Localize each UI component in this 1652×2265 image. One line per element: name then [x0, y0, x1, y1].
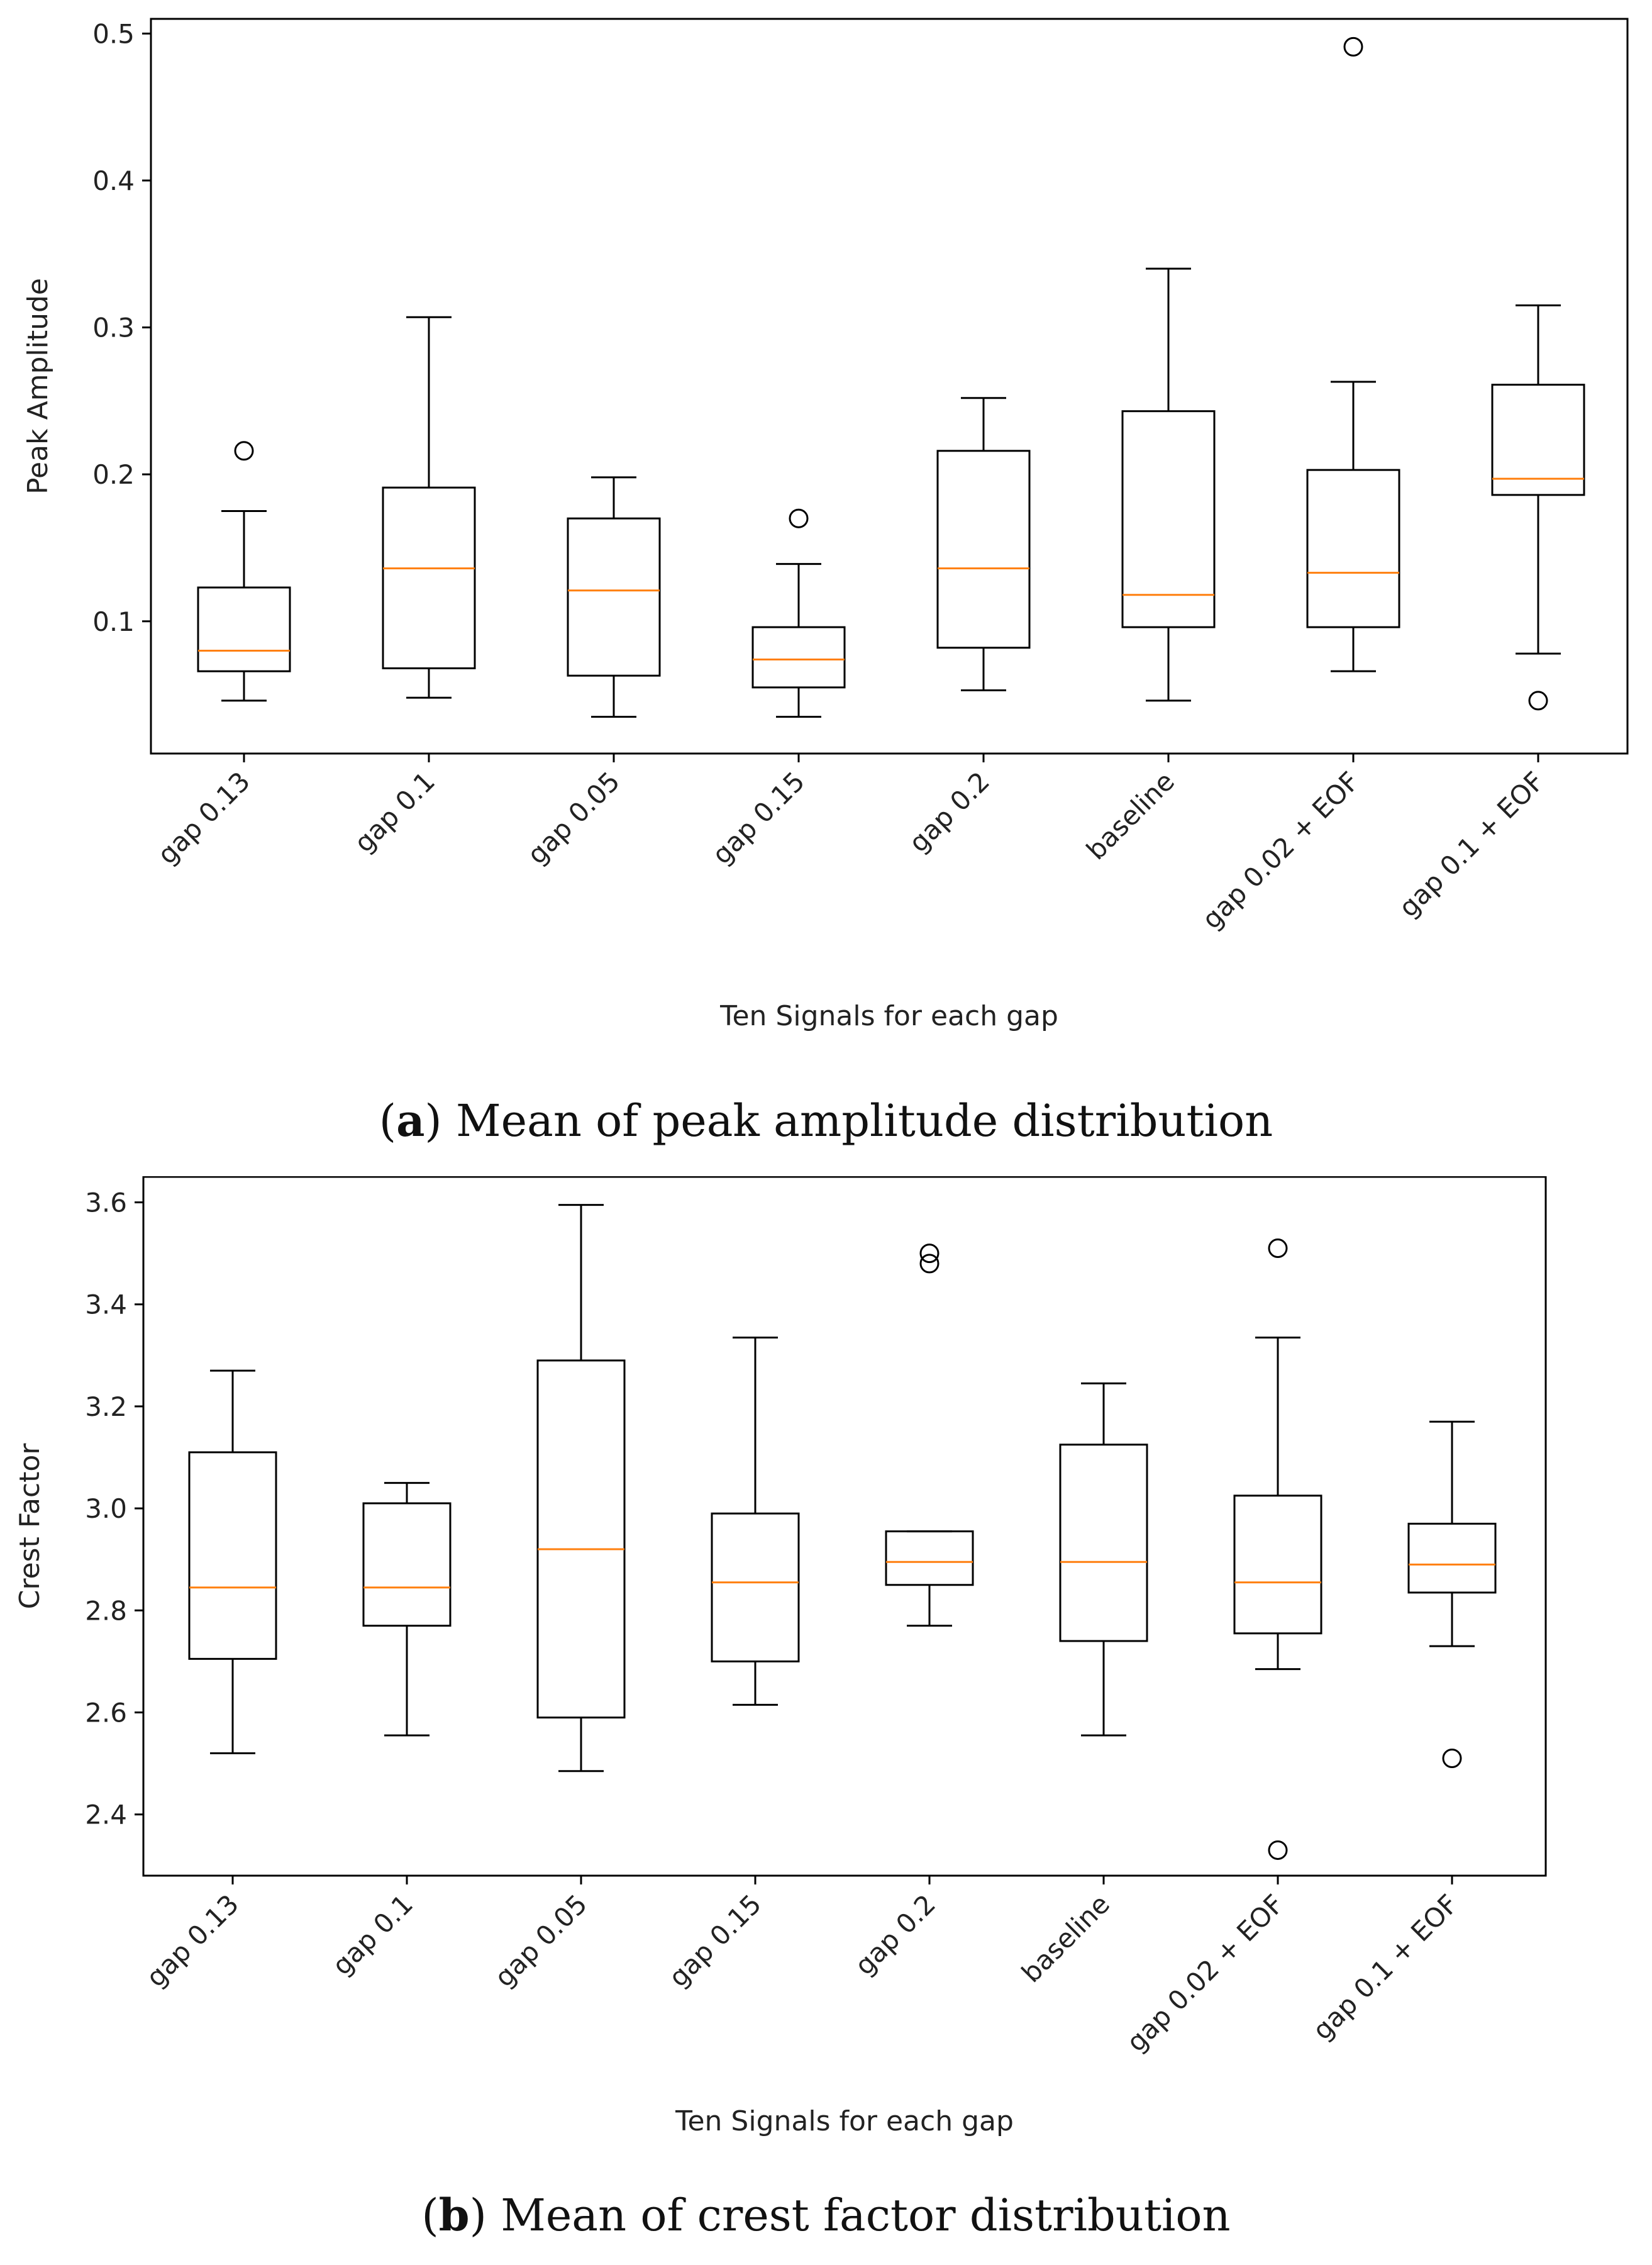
panel-b: 2.4 2.6 2.8 3.0 3.2 3.4 3.6 Crest Factor Ten Sig…: [0, 1176, 1652, 2262]
outlier-point: [919, 1244, 940, 1264]
y-tick-label: 2.8: [85, 1595, 127, 1626]
caption-b-text: Mean of crest factor distribution: [486, 2190, 1231, 2241]
box: [1233, 1494, 1322, 1635]
caption-b: (b) Mean of crest factor distribution: [421, 2189, 1231, 2241]
outlier-point: [1268, 1840, 1288, 1860]
y-tick-label: 0.2: [92, 459, 135, 490]
y-tick-label: 0.4: [92, 165, 135, 196]
x-tick-label: gap 0.13: [152, 765, 256, 870]
y-tick-label: 2.6: [85, 1697, 127, 1728]
box: [936, 450, 1031, 649]
y-tick-label: 3.4: [85, 1289, 127, 1320]
y-tick-label: 0.5: [92, 18, 135, 49]
x-tick-label: gap 0.05: [489, 1888, 593, 1993]
box: [711, 1512, 800, 1662]
outlier-point: [1442, 1748, 1462, 1768]
box: [188, 1451, 277, 1660]
y-axis-label: Crest Factor: [14, 1443, 46, 1610]
chart-a: 0.1 0.2 0.3 0.4 0.5 Peak Amplitude Ten Signals…: [22, 18, 1629, 1032]
caption-a: (a) Mean of peak amplitude distribution: [379, 1094, 1273, 1147]
box: [1121, 410, 1216, 628]
x-tick-label: gap 0.1 + EOF: [1393, 765, 1550, 923]
box: [885, 1530, 974, 1586]
x-tick-label: gap 0.1 + EOF: [1307, 1888, 1464, 2045]
x-axis-label: Ten Signals for each gap: [675, 2105, 1014, 2137]
x-tick-label: baseline: [1016, 1888, 1116, 1988]
outlier-point: [1268, 1238, 1288, 1259]
outlier-point: [1528, 691, 1548, 711]
box: [1407, 1522, 1497, 1594]
outlier-point: [1343, 36, 1363, 57]
caption-b-label: b: [438, 2189, 470, 2241]
x-tick-label: gap 0.15: [663, 1888, 767, 1993]
outlier-point: [234, 441, 254, 461]
box: [567, 517, 661, 677]
box: [751, 626, 846, 689]
y-tick-label: 3.0: [85, 1493, 127, 1524]
box: [382, 486, 476, 670]
box: [1306, 469, 1400, 628]
box: [1491, 384, 1585, 496]
y-tick-label: 3.6: [85, 1188, 127, 1218]
plot-frame: [150, 18, 1629, 755]
box: [362, 1502, 452, 1627]
x-tick-label: gap 0.13: [140, 1888, 245, 1993]
x-tick-label: gap 0.1: [348, 765, 441, 858]
x-tick-label: gap 0.2: [849, 1888, 941, 1981]
plot-frame: [142, 1176, 1547, 1877]
panel-a: 0.1 0.2 0.3 0.4 0.5 Peak Amplitude Ten Signals…: [22, 18, 1629, 1147]
x-tick-label: baseline: [1080, 765, 1180, 865]
y-tick-label: 0.3: [92, 313, 135, 343]
outlier-point: [919, 1254, 940, 1274]
x-tick-label: gap 0.02 + EOF: [1121, 1888, 1290, 2057]
y-tick-label: 2.4: [85, 1800, 127, 1830]
y-tick-label: 0.1: [92, 606, 135, 637]
box: [536, 1359, 626, 1719]
y-axis-label: Peak Amplitude: [22, 278, 54, 494]
caption-a-text: Mean of peak amplitude distribution: [441, 1095, 1273, 1147]
x-tick-label: gap 0.05: [521, 765, 626, 870]
caption-a-label: a: [396, 1094, 425, 1147]
x-tick-label: gap 0.2: [903, 765, 995, 858]
x-tick-label: gap 0.15: [706, 765, 811, 870]
x-tick-label: gap 0.02 + EOF: [1196, 765, 1365, 935]
box: [197, 586, 291, 672]
x-tick-label: gap 0.1: [326, 1888, 419, 1981]
y-tick-label: 3.2: [85, 1391, 127, 1422]
x-axis-label: Ten Signals for each gap: [719, 1000, 1058, 1032]
box: [1059, 1444, 1148, 1642]
outlier-point: [789, 508, 809, 528]
chart-b: 2.4 2.6 2.8 3.0 3.2 3.4 3.6 Crest Factor Ten Sig…: [14, 1176, 1547, 2137]
